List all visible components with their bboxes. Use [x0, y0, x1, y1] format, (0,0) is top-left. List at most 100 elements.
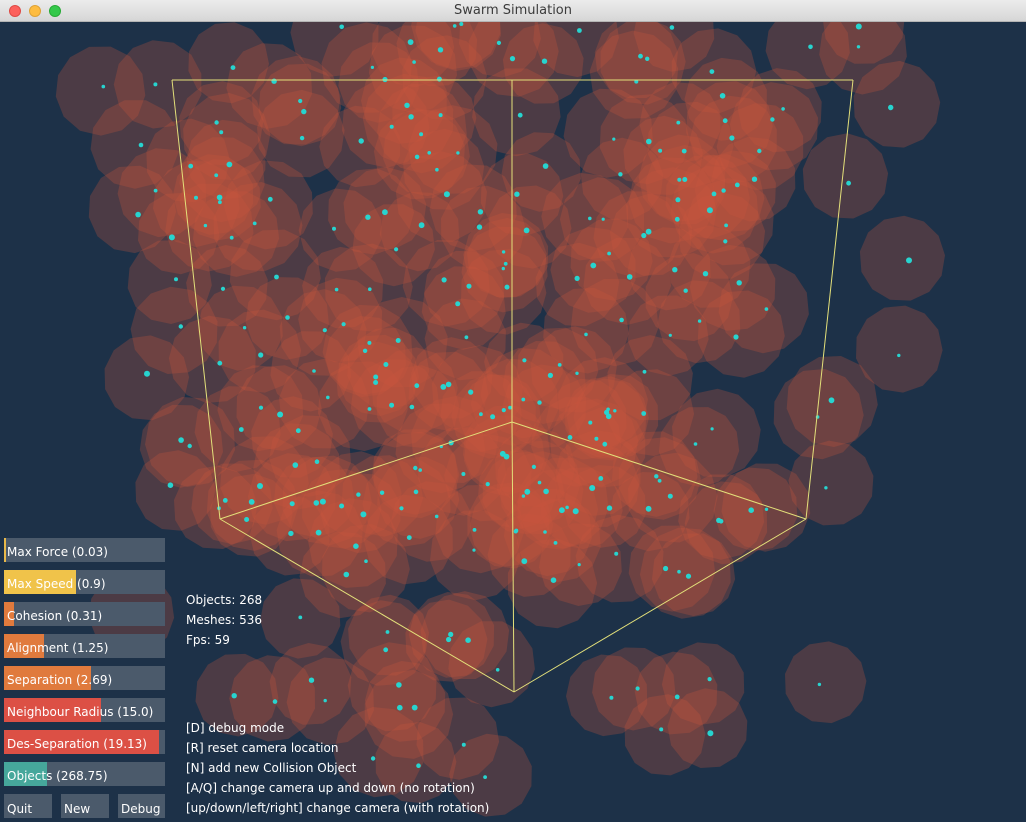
agent-dot: [770, 117, 775, 122]
agent-halo: [318, 361, 408, 452]
agent-halo: [357, 297, 448, 388]
agent-halo: [371, 347, 458, 434]
minimize-window-button[interactable]: [29, 5, 41, 17]
agent-halo: [600, 22, 686, 105]
agent-dot: [365, 214, 371, 220]
agent-halo: [299, 531, 386, 619]
agent-dot: [641, 411, 647, 416]
agent-dot: [711, 191, 717, 197]
agent-dot: [339, 503, 345, 509]
agent-halo: [599, 94, 690, 185]
agent-halo: [517, 458, 609, 549]
agent-dot: [681, 148, 687, 154]
agent-halo: [461, 248, 547, 335]
agent-halo: [570, 278, 659, 367]
agent-dot: [373, 380, 379, 385]
agent-dot: [607, 251, 611, 256]
alignment-slider[interactable]: Alignment (1.25): [4, 634, 165, 658]
agent-halo: [686, 81, 773, 168]
agent-halo: [403, 128, 485, 210]
agent-dot: [531, 464, 537, 469]
agent-dot: [332, 226, 336, 231]
max-speed-slider[interactable]: Max Speed (0.9): [4, 570, 165, 594]
agent-dot: [435, 167, 439, 172]
agent-halo: [251, 55, 341, 145]
agent-halo: [628, 525, 716, 612]
agent-dot: [445, 381, 452, 388]
separation-slider[interactable]: Separation (2.69): [4, 666, 165, 690]
agent-halo: [449, 733, 532, 817]
maximize-window-button[interactable]: [49, 5, 61, 17]
agent-halo: [430, 510, 521, 601]
agent-halo: [226, 43, 313, 129]
agent-halo: [563, 88, 653, 178]
agent-halo: [396, 22, 478, 87]
new-button[interactable]: New: [61, 794, 109, 818]
agent-dot: [654, 474, 659, 479]
agent-halo: [302, 468, 382, 549]
max-force-slider[interactable]: Max Force (0.03): [4, 538, 165, 562]
agent-dot: [477, 209, 484, 215]
agent-dot: [217, 360, 223, 366]
close-window-button[interactable]: [9, 5, 21, 17]
agent-dot: [537, 400, 542, 405]
agent-dot: [734, 182, 740, 188]
agent-halo: [667, 225, 751, 308]
agent-halo: [127, 240, 212, 324]
agent-dot: [659, 727, 664, 732]
quit-button[interactable]: Quit: [4, 794, 52, 818]
agent-halo: [575, 514, 664, 603]
agent-dot: [476, 224, 483, 230]
agent-dot: [298, 615, 303, 620]
cohesion-slider[interactable]: Cohesion (0.31): [4, 602, 165, 626]
agent-halo: [417, 427, 507, 516]
neighbour-radius-slider[interactable]: Neighbour Radius (15.0): [4, 698, 165, 722]
agent-dot: [888, 104, 894, 111]
agent-dot: [418, 222, 425, 229]
agent-halo: [191, 463, 273, 545]
agent-halo: [139, 404, 223, 488]
agent-dot: [178, 437, 184, 443]
agent-halo: [628, 157, 716, 244]
agent-dot: [501, 408, 506, 413]
swarm-scene[interactable]: [0, 22, 1026, 822]
agent-halo: [785, 641, 867, 724]
agent-dot: [846, 180, 851, 186]
agent-halo: [535, 242, 620, 327]
agent-dot: [289, 501, 295, 507]
agent-dot: [748, 507, 754, 513]
objects-slider[interactable]: Objects (268.75): [4, 762, 165, 786]
agent-halo: [694, 150, 776, 232]
agent-dot: [657, 478, 662, 483]
agent-halo: [626, 167, 717, 258]
agent-halo: [684, 481, 768, 565]
agent-halo: [286, 657, 374, 746]
agent-halo: [609, 193, 693, 276]
debug-button[interactable]: Debug: [118, 794, 165, 818]
agent-halo: [258, 63, 342, 147]
agent-dot: [559, 507, 565, 514]
agent-halo: [543, 287, 629, 374]
agent-halo: [324, 243, 413, 332]
agent-dot: [626, 274, 633, 280]
agent-dot: [288, 530, 294, 537]
agent-dot: [299, 135, 305, 141]
agent-dot: [367, 407, 372, 411]
agent-halo: [361, 57, 447, 144]
simulation-viewport[interactable]: Objects: 268 Meshes: 536 Fps: 59: [0, 22, 1026, 822]
agent-dot: [517, 112, 523, 118]
agent-dot: [645, 505, 652, 512]
des-separation-slider[interactable]: Des-Separation (19.13): [4, 730, 165, 754]
agent-dot: [719, 93, 726, 99]
agent-halo: [220, 436, 309, 525]
agent-halo: [279, 289, 367, 376]
agent-dot: [722, 118, 728, 124]
agent-dot: [229, 235, 234, 240]
agent-halo: [610, 472, 690, 552]
agent-dot: [553, 541, 558, 545]
agent-dot: [230, 65, 236, 70]
agent-halo: [302, 246, 384, 329]
agent-halo: [113, 40, 202, 129]
agent-halo: [484, 322, 564, 403]
bounds-box: [171, 79, 854, 693]
